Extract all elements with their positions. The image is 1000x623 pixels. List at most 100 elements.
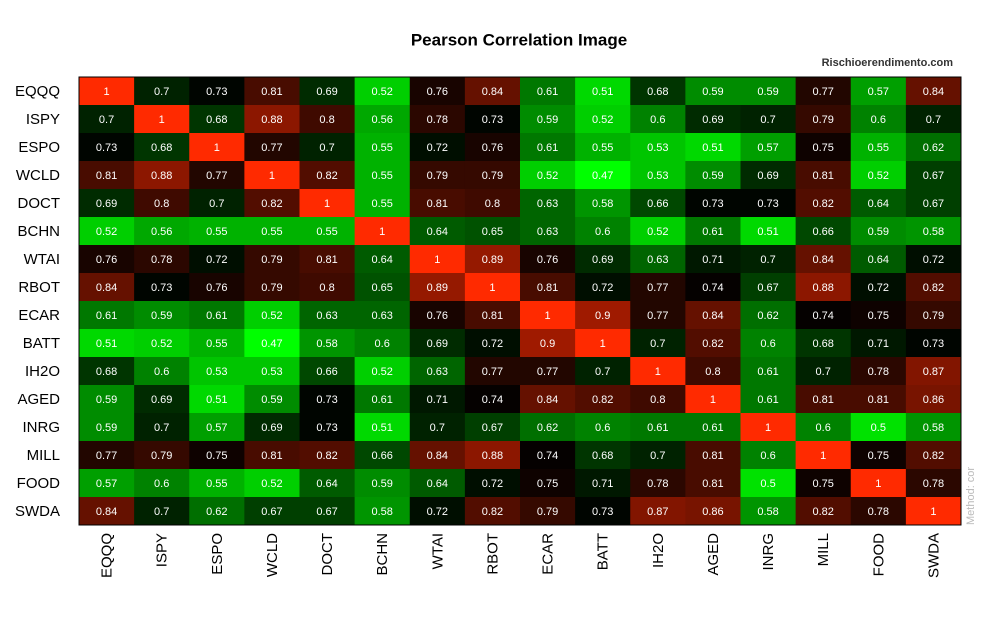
x-tick-label: RBOT [484,533,501,575]
cell-label: 0.52 [371,86,392,98]
cell-label: 0.63 [537,226,558,238]
cell-label: 0.82 [702,338,723,350]
cell-label: 0.68 [206,114,227,126]
heatmap-cell [79,301,135,330]
heatmap-cell [79,497,135,526]
heatmap-cell [685,161,741,190]
heatmap-cell [189,189,245,218]
cell-label: 0.55 [592,142,613,154]
heatmap-cell [189,161,245,190]
heatmap-cell [464,301,521,330]
cell-label: 0.5 [760,478,775,490]
heatmap-cell [630,441,686,470]
heatmap-cell [685,441,741,470]
heatmap-cell [740,77,797,106]
heatmap-cell [905,161,962,190]
cell-label: 0.73 [151,282,172,294]
heatmap-cell [354,161,411,190]
cell-label: 0.47 [592,170,613,182]
heatmap-cell [685,105,741,134]
heatmap-cell [299,301,356,330]
cell-label: 0.66 [647,198,668,210]
heatmap-cell [189,441,245,470]
cell-label: 0.66 [371,450,392,462]
cell-label: 0.78 [868,506,889,518]
heatmap-cell [850,329,907,358]
cell-label: 0.51 [371,422,392,434]
cell-label: 0.72 [868,282,889,294]
cell-label: 0.82 [316,450,337,462]
cell-label: 0.88 [482,450,503,462]
heatmap-cell [299,245,356,274]
heatmap-cell [244,357,300,386]
heatmap-cell [630,469,686,498]
heatmap-cell [850,441,907,470]
cell-label: 0.6 [871,114,886,126]
heatmap-cell [299,217,356,246]
heatmap-cell [189,105,245,134]
heatmap-cell [905,413,962,442]
cell-label: 0.6 [595,226,610,238]
y-tick-label: SWDA [15,503,60,520]
cell-label: 0.57 [96,478,117,490]
cell-label: 0.59 [757,86,778,98]
heatmap-cell [520,301,576,330]
cell-label: 0.9 [595,310,610,322]
heatmap-cell [189,497,245,526]
x-tick-label: SWDA [925,533,942,578]
cell-label: 0.82 [812,198,833,210]
heatmap-cell [795,133,852,162]
heatmap-cell [464,497,521,526]
cell-label: 1 [930,506,936,518]
cell-label: 0.63 [316,310,337,322]
y-tick-label: WCLD [16,167,60,184]
heatmap-cell [189,357,245,386]
heatmap-cell [685,357,741,386]
cell-label: 0.79 [482,170,503,182]
cell-label: 0.51 [206,394,227,406]
cell-label: 0.61 [537,142,558,154]
cell-label: 0.79 [261,254,282,266]
heatmap-cell [630,105,686,134]
heatmap-cell [575,329,631,358]
heatmap-cell [575,385,631,414]
heatmap-cell [299,77,356,106]
heatmap-cell [905,441,962,470]
heatmap-cell [409,133,466,162]
heatmap-cell [244,105,300,134]
heatmap-cell [520,497,576,526]
cell-label: 0.84 [96,506,117,518]
cell-label: 0.65 [482,226,503,238]
heatmap-cell [409,469,466,498]
cell-label: 0.84 [702,310,723,322]
cell-label: 0.77 [206,170,227,182]
cell-label: 0.86 [702,506,723,518]
cell-label: 1 [379,226,385,238]
x-tick-label: WTAI [429,533,446,569]
cell-label: 0.81 [702,450,723,462]
heatmap-cell [354,273,411,302]
heatmap-cell [795,301,852,330]
cell-label: 0.81 [702,478,723,490]
cell-label: 0.52 [151,338,172,350]
heatmap-cell [464,245,521,274]
cell-label: 0.52 [592,114,613,126]
cell-label: 0.7 [154,422,169,434]
cell-label: 0.8 [154,198,169,210]
cell-label: 0.7 [154,506,169,518]
cell-label: 0.61 [371,394,392,406]
heatmap-cell [464,413,521,442]
cell-label: 0.67 [482,422,503,434]
heatmap-cell [685,77,741,106]
heatmap-cell [244,133,300,162]
cell-label: 0.6 [375,338,390,350]
cell-label: 0.57 [757,142,778,154]
y-tick-label: AGED [17,391,60,408]
heatmap-cell [520,105,576,134]
cell-label: 1 [489,282,495,294]
heatmap-cell [685,189,741,218]
cell-label: 0.84 [923,86,944,98]
cell-label: 0.73 [482,114,503,126]
x-tick-label: IH2O [650,533,667,568]
heatmap-cell [630,357,686,386]
